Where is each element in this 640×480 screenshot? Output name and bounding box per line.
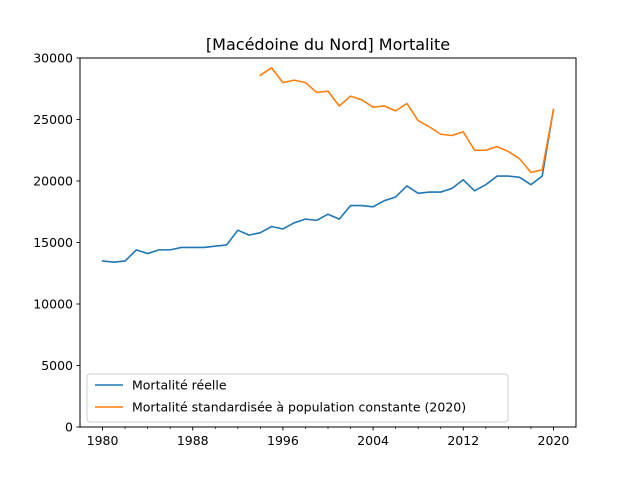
legend-label: Mortalité réelle <box>132 378 227 393</box>
axis-ticks: 1980 1988 1996 2004 2012 2020 0 5000 10000 15000 2… <box>33 51 569 449</box>
x-tick-label: 2004 <box>357 433 389 448</box>
x-tick-label: 1988 <box>177 433 209 448</box>
y-tick-label: 25000 <box>33 112 73 127</box>
x-tick-label: 2020 <box>538 433 570 448</box>
y-tick-label: 5000 <box>41 358 73 373</box>
series-line-1 <box>259 67 555 174</box>
chart-title: [Macédoine du Nord] Mortalite <box>206 35 450 54</box>
x-tick-label: 2012 <box>447 433 479 448</box>
y-tick-label: 15000 <box>33 235 73 250</box>
y-tick-label: 10000 <box>33 297 73 312</box>
y-tick-label: 30000 <box>33 51 73 66</box>
legend: Mortalité réelle Mortalité standardisée à… <box>86 373 509 423</box>
series-line-0 <box>101 108 555 263</box>
axes-frame <box>79 57 577 428</box>
y-tick-label: 0 <box>65 420 73 435</box>
legend-label: Mortalité standardisée à population cons… <box>132 400 466 415</box>
series-lines <box>101 67 555 263</box>
y-tick-label: 20000 <box>33 174 73 189</box>
x-tick-label: 1980 <box>87 433 119 448</box>
legend-box <box>86 373 509 423</box>
x-tick-label: 1996 <box>267 433 299 448</box>
